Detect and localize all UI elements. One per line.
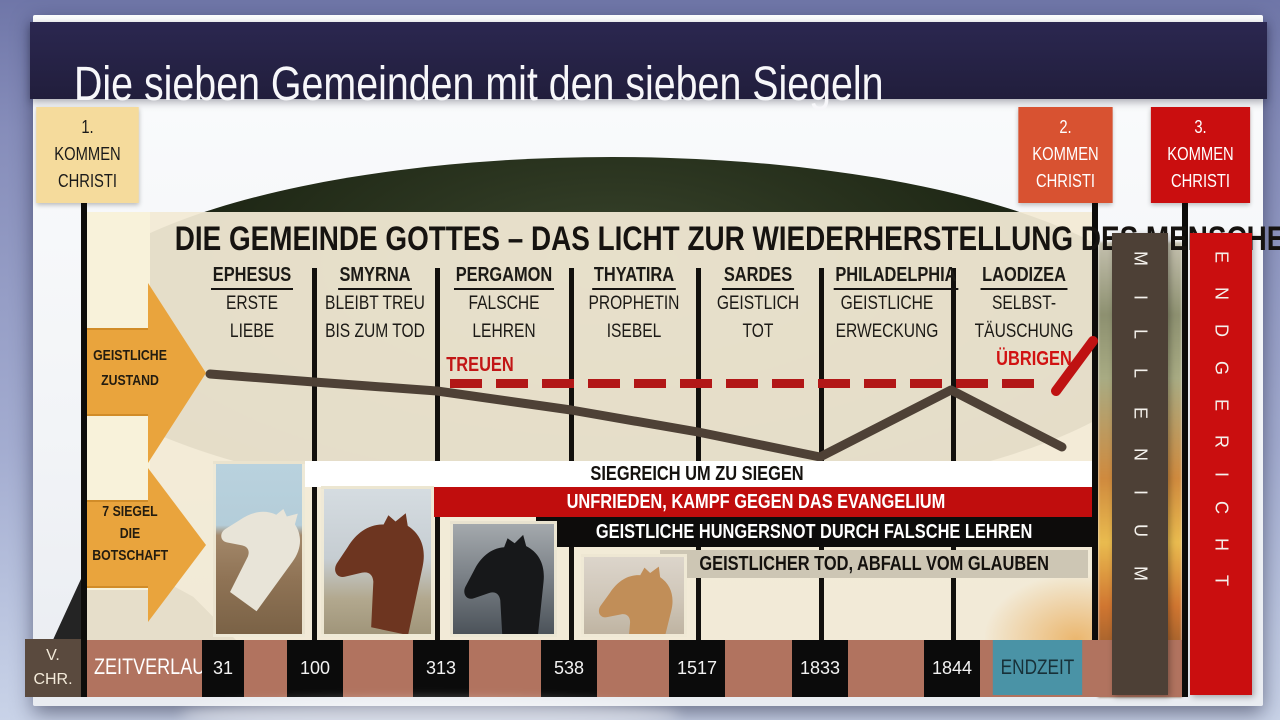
- coming-1-line2: CHRISTI: [57, 171, 118, 191]
- church-smyrna: SMYRNA BLEIBT TREU BIS ZUM TOD: [322, 264, 429, 346]
- endgericht-bar: ENDGERICHT: [1190, 233, 1252, 695]
- pale-horse-photo: [581, 554, 687, 637]
- endzeit-box: ENDZEIT: [992, 640, 1083, 695]
- page-title: Die sieben Gemeinden mit den sieben Sieg…: [74, 58, 884, 111]
- black-horse-photo: [450, 521, 557, 637]
- state-arrow-head: [148, 283, 206, 463]
- red-horse-icon: [335, 513, 424, 634]
- column-divider: [819, 268, 824, 640]
- church-trait: FALSCHE: [468, 293, 540, 314]
- church-trait: ISEBEL: [606, 321, 662, 342]
- church-name: EPHESUS: [199, 264, 306, 290]
- church-ephesus: EPHESUS ERSTE LIEBE: [199, 264, 306, 346]
- state-arrow-label2: ZUSTAND: [101, 372, 159, 389]
- marker-line-coming-2: [1092, 203, 1098, 697]
- coming-3-line1: KOMMEN: [1167, 144, 1234, 164]
- church-trait: ERWECKUNG: [835, 321, 939, 342]
- coming-3-number: 3.: [1194, 117, 1207, 137]
- endgericht-label: ENDGERICHT: [1211, 251, 1232, 611]
- church-pergamon: PERGAMON FALSCHE LEHREN: [451, 264, 558, 346]
- title-bar: Die sieben Gemeinden mit den sieben Sieg…: [30, 22, 1267, 111]
- church-name: PERGAMON: [451, 264, 558, 290]
- marker-line-coming-3: [1182, 203, 1188, 697]
- state-arrow-body: [87, 328, 148, 416]
- pale-horse-icon: [598, 566, 673, 634]
- church-trait: PROPHETIN: [588, 293, 680, 314]
- church-name: PHILADELPHIA: [833, 264, 959, 290]
- coming-1-line1: KOMMEN: [54, 144, 121, 164]
- era-line1: V.: [46, 647, 60, 664]
- church-trait: SELBST-: [991, 293, 1057, 314]
- seal-bar-famine: GEISTLICHE HUNGERSNOT DURCH FALSCHE LEHR…: [536, 517, 1092, 547]
- timeline-label: ZEITVERLAUF: [94, 654, 217, 679]
- seals-arrow-label2: DIE: [119, 525, 141, 542]
- church-trait: TÄUSCHUNG: [974, 321, 1074, 342]
- date-31: 31: [202, 640, 244, 697]
- remnant-dashed-line: [450, 379, 1042, 388]
- date-1844: 1844: [924, 640, 980, 697]
- seals-arrow-head: [148, 468, 206, 622]
- church-laodizea: LAODIZEA SELBST- TÄUSCHUNG: [967, 264, 1082, 346]
- coming-2-box: 2. KOMMEN CHRISTI: [1018, 107, 1113, 203]
- panel-heading: DIE GEMEINDE GOTTES – DAS LICHT ZUR WIED…: [174, 220, 1280, 258]
- white-horse-photo: [213, 461, 305, 637]
- church-name: THYATIRA: [581, 264, 688, 290]
- column-divider: [312, 268, 317, 640]
- church-trait: ERSTE: [226, 293, 278, 314]
- seals-arrow-label3: BOTSCHAFT: [92, 547, 169, 564]
- coming-2-number: 2.: [1059, 117, 1072, 137]
- cloud-decoration: [180, 700, 680, 720]
- marker-line-coming-1: [81, 203, 87, 697]
- uebrigen-label: ÜBRIGEN: [996, 348, 1072, 370]
- seal-bar-strife: UNFRIEDEN, KAMPF GEGEN DAS EVANGELIUM: [420, 487, 1092, 517]
- date-1517: 1517: [669, 640, 725, 697]
- millenium-bar: MILLENIUM: [1112, 233, 1168, 695]
- coming-2-line1: KOMMEN: [1032, 144, 1099, 164]
- date-1833: 1833: [792, 640, 848, 697]
- church-name: LAODIZEA: [967, 264, 1082, 290]
- coming-3-line2: CHRISTI: [1170, 171, 1231, 191]
- date-538: 538: [541, 640, 597, 697]
- church-name: SARDES: [705, 264, 812, 290]
- date-100: 100: [287, 640, 343, 697]
- column-divider: [696, 268, 701, 640]
- era-box: V. CHR.: [25, 639, 81, 697]
- church-trait: BLEIBT TREU: [325, 293, 425, 314]
- church-thyatira: THYATIRA PROPHETIN ISEBEL: [581, 264, 688, 346]
- date-313: 313: [413, 640, 469, 697]
- church-trait: TOT: [742, 321, 774, 342]
- white-horse-icon: [221, 509, 300, 612]
- seal-bar-death: GEISTLICHER TOD, ABFALL VOM GLAUBEN: [660, 550, 1088, 578]
- church-philadelphia: PHILADELPHIA GEISTLICHE ERWECKUNG: [833, 264, 959, 346]
- era-line2: CHR.: [33, 671, 73, 688]
- column-divider: [951, 268, 956, 640]
- state-arrow-label1: GEISTLICHE: [93, 347, 167, 364]
- church-trait: LIEBE: [229, 321, 275, 342]
- coming-1-number: 1.: [81, 117, 94, 137]
- church-trait: GEISTLICHE: [840, 293, 934, 314]
- seals-arrow-label1: 7 SIEGEL: [102, 503, 158, 520]
- black-horse-icon: [464, 534, 544, 634]
- seal-bar-victory: SIEGREICH UM ZU SIEGEN: [302, 461, 1092, 487]
- millenium-label: MILLENIUM: [1130, 251, 1151, 611]
- fire-glow-image: [985, 575, 1092, 640]
- treuen-label: TREUEN: [446, 354, 514, 376]
- church-sardes: SARDES GEISTLICH TOT: [705, 264, 812, 346]
- church-trait: BIS ZUM TOD: [325, 321, 425, 342]
- red-horse-photo: [321, 486, 434, 637]
- church-name: SMYRNA: [322, 264, 429, 290]
- column-divider: [569, 268, 574, 640]
- coming-1-box: 1. KOMMEN CHRISTI: [36, 107, 139, 203]
- coming-3-box: 3. KOMMEN CHRISTI: [1150, 107, 1251, 203]
- column-divider: [435, 268, 440, 640]
- church-trait: LEHREN: [472, 321, 536, 342]
- seals-arrow-body: [87, 500, 148, 588]
- coming-2-line2: CHRISTI: [1035, 171, 1096, 191]
- church-trait: GEISTLICH: [716, 293, 800, 314]
